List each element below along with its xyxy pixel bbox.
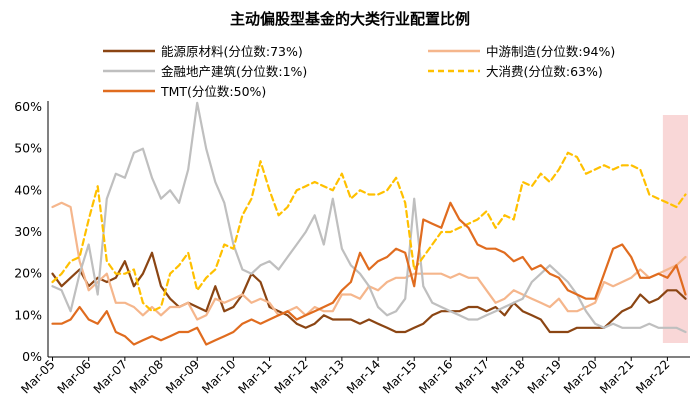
series-layer <box>51 101 687 346</box>
x-tick-label: Mar-20 <box>561 357 600 396</box>
axes <box>47 101 690 358</box>
legend-label-4: TMT(分位数:50%) <box>160 84 266 99</box>
x-tick-label: Mar-10 <box>199 357 238 396</box>
x-tick-label: Mar-21 <box>597 357 636 396</box>
highlight-layer <box>662 115 688 343</box>
x-tick-label: Mar-12 <box>272 357 311 396</box>
x-tick-label: Mar-11 <box>235 357 274 396</box>
x-tick-label: Mar-19 <box>525 357 564 396</box>
y-axis-ticks: 0% 10% 20% 30% 40% 50% 60% <box>14 99 42 364</box>
x-tick-label: Mar-13 <box>308 357 347 396</box>
legend-label-1: 中游制造(分位数:94%) <box>486 44 615 59</box>
series-line-4 <box>51 201 687 346</box>
x-tick-label: Mar-08 <box>127 357 166 396</box>
chart-title: 主动偏股型基金的大类行业配置比例 <box>230 10 470 28</box>
x-tick-label: Mar-07 <box>91 357 130 396</box>
x-tick-label: Mar-18 <box>489 357 528 396</box>
highlight-band <box>662 115 688 343</box>
y-tick-label: 20% <box>14 266 42 281</box>
legend-label-0: 能源原材料(分位数:73%) <box>161 44 303 59</box>
y-tick-label: 10% <box>14 307 42 322</box>
x-tick-label: Mar-06 <box>55 357 94 396</box>
y-tick-label: 60% <box>14 99 42 114</box>
legend: 能源原材料(分位数:73%) 中游制造(分位数:94%) 金融地产建筑(分位数:1%… <box>103 44 615 99</box>
x-tick-label: Mar-14 <box>344 357 383 396</box>
series-line-2 <box>51 101 687 334</box>
x-tick-label: Mar-15 <box>380 357 419 396</box>
y-tick-label: 40% <box>14 182 42 197</box>
legend-label-2: 金融地产建筑(分位数:1%) <box>161 64 307 79</box>
y-tick-label: 30% <box>14 224 42 239</box>
legend-label-3: 大消费(分位数:63%) <box>486 64 603 79</box>
series-line-0 <box>51 251 687 334</box>
x-tick-label: Mar-16 <box>416 357 455 396</box>
x-tick-label: Mar-22 <box>633 357 672 396</box>
x-tick-label: Mar-17 <box>452 357 491 396</box>
y-tick-label: 50% <box>14 141 42 156</box>
x-tick-label: Mar-09 <box>163 357 202 396</box>
y-tick-label: 0% <box>22 349 42 364</box>
x-axis-ticks: Mar-05Mar-06Mar-07Mar-08Mar-09Mar-10Mar-… <box>18 357 673 396</box>
series-line-3 <box>51 151 687 313</box>
